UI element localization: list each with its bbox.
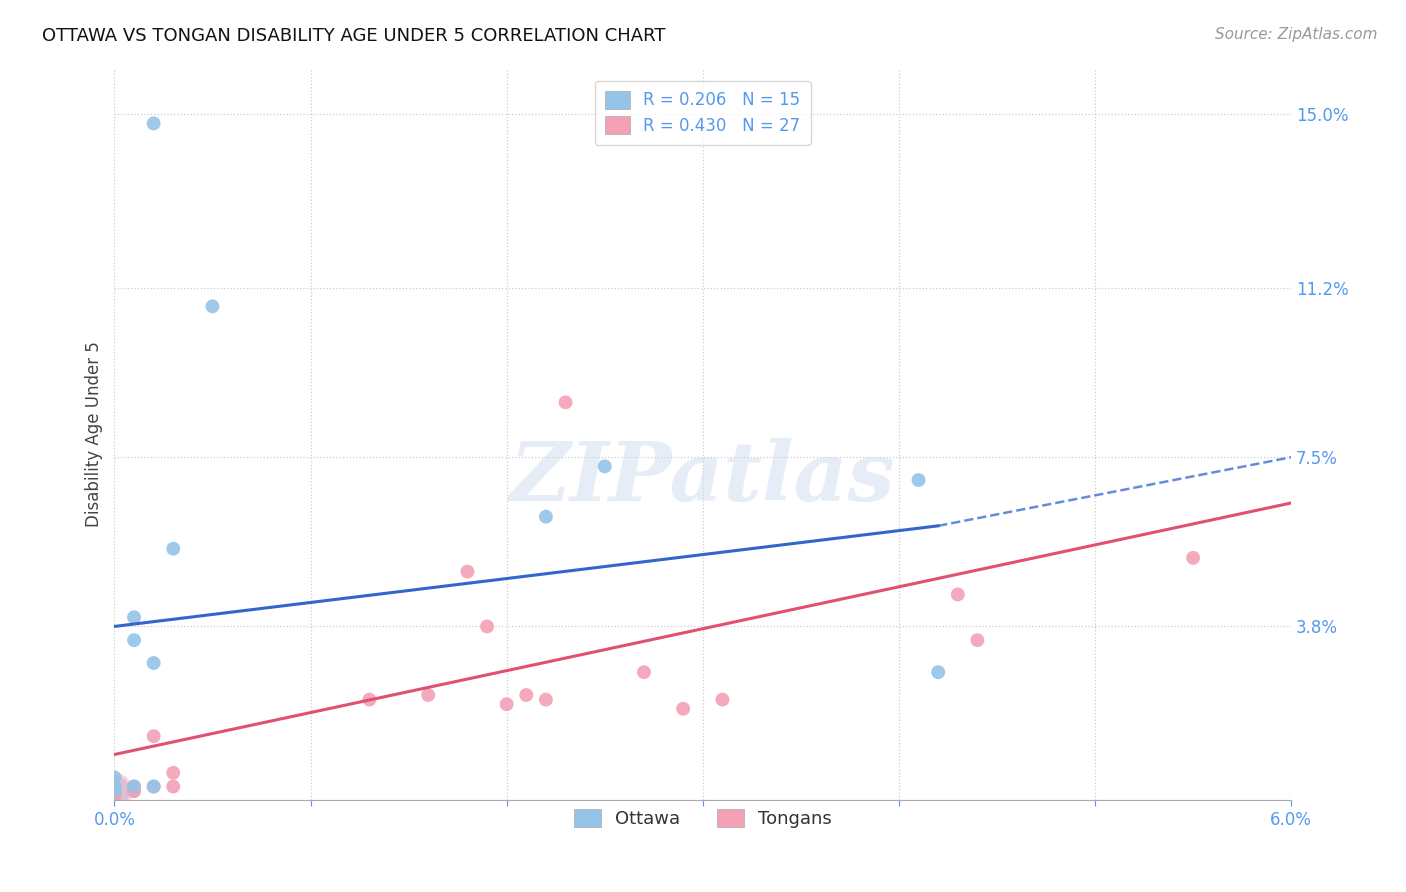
Point	[103, 789, 125, 803]
Point	[515, 688, 537, 702]
Point	[907, 473, 929, 487]
Point	[201, 299, 224, 313]
Text: ZIPatlas: ZIPatlas	[510, 438, 896, 518]
Point	[122, 633, 145, 648]
Point	[103, 789, 125, 803]
Point	[103, 770, 125, 784]
Point	[103, 789, 125, 803]
Point	[593, 459, 616, 474]
Point	[456, 565, 478, 579]
Point	[122, 610, 145, 624]
Point	[142, 656, 165, 670]
Y-axis label: Disability Age Under 5: Disability Age Under 5	[86, 342, 103, 527]
Point	[103, 784, 125, 798]
Text: OTTAWA VS TONGAN DISABILITY AGE UNDER 5 CORRELATION CHART: OTTAWA VS TONGAN DISABILITY AGE UNDER 5 …	[42, 27, 665, 45]
Point	[475, 619, 498, 633]
Point	[554, 395, 576, 409]
Point	[711, 692, 734, 706]
Point	[927, 665, 949, 680]
Point	[122, 784, 145, 798]
Point	[162, 541, 184, 556]
Point	[142, 780, 165, 794]
Point	[359, 692, 381, 706]
Point	[103, 784, 125, 798]
Point	[162, 780, 184, 794]
Point	[162, 765, 184, 780]
Point	[103, 780, 125, 794]
Point	[122, 784, 145, 798]
Point	[122, 780, 145, 794]
Point	[103, 784, 125, 798]
Point	[103, 780, 125, 794]
Point	[142, 116, 165, 130]
Point	[103, 784, 125, 798]
Point	[122, 780, 145, 794]
Point	[633, 665, 655, 680]
Point	[1182, 550, 1205, 565]
Point	[142, 729, 165, 743]
Point	[534, 509, 557, 524]
Point	[418, 688, 440, 702]
Point	[142, 780, 165, 794]
Legend: Ottawa, Tongans: Ottawa, Tongans	[567, 801, 839, 835]
Point	[495, 697, 517, 711]
Point	[103, 784, 125, 798]
Point	[672, 702, 695, 716]
Point	[966, 633, 988, 648]
Text: Source: ZipAtlas.com: Source: ZipAtlas.com	[1215, 27, 1378, 42]
Point	[534, 692, 557, 706]
Point	[946, 587, 969, 601]
